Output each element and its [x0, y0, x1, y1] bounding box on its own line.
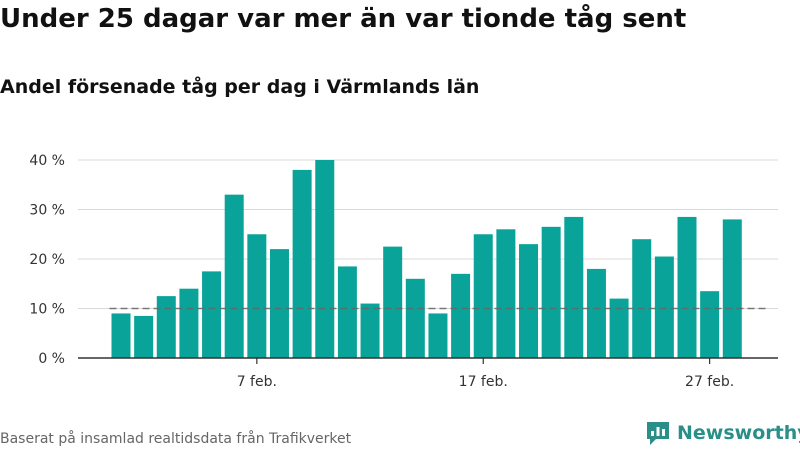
chart-subtitle: Andel försenade tåg per dag i Värmlands …: [0, 76, 480, 98]
bar: [247, 234, 267, 358]
bar: [519, 244, 539, 358]
bar: [586, 268, 606, 358]
bar: [677, 216, 697, 358]
bar: [156, 296, 176, 358]
bar: [700, 291, 720, 358]
y-tick-label: 10 %: [29, 302, 65, 318]
bar: [564, 216, 584, 358]
x-tick-label: 17 feb.: [459, 374, 508, 390]
chart-title: Under 25 dagar var mer än var tionde tåg…: [0, 4, 687, 34]
bar: [632, 239, 652, 358]
bar: [315, 160, 335, 358]
bar: [224, 194, 244, 358]
bar: [451, 273, 471, 358]
brand-name: Newsworthy: [677, 422, 800, 444]
y-tick-label: 30 %: [29, 203, 65, 219]
bar: [292, 169, 312, 358]
y-tick-label: 0 %: [38, 351, 65, 367]
bar: [360, 303, 380, 358]
source-note: Baserat på insamlad realtidsdata från Tr…: [0, 431, 352, 447]
y-tick-label: 20 %: [29, 252, 65, 268]
bar: [496, 229, 516, 358]
bar: [473, 234, 493, 358]
bar: [541, 226, 561, 358]
bar: [405, 278, 425, 358]
bar: [337, 266, 357, 358]
bar: [179, 288, 199, 358]
bar: [609, 298, 629, 358]
bar: [202, 271, 222, 358]
bar: [269, 249, 289, 358]
newsworthy-logo-icon: [647, 422, 669, 445]
newsworthy-logo: Newsworthy: [645, 420, 800, 446]
bar: [111, 313, 131, 358]
bar: [134, 315, 154, 358]
x-tick-label: 27 feb.: [685, 374, 734, 390]
y-tick-label: 40 %: [29, 153, 65, 169]
bar: [654, 256, 674, 358]
bar: [383, 246, 403, 358]
bar: [722, 219, 742, 358]
x-tick-label: 7 feb.: [237, 374, 277, 390]
bar: [428, 313, 448, 358]
